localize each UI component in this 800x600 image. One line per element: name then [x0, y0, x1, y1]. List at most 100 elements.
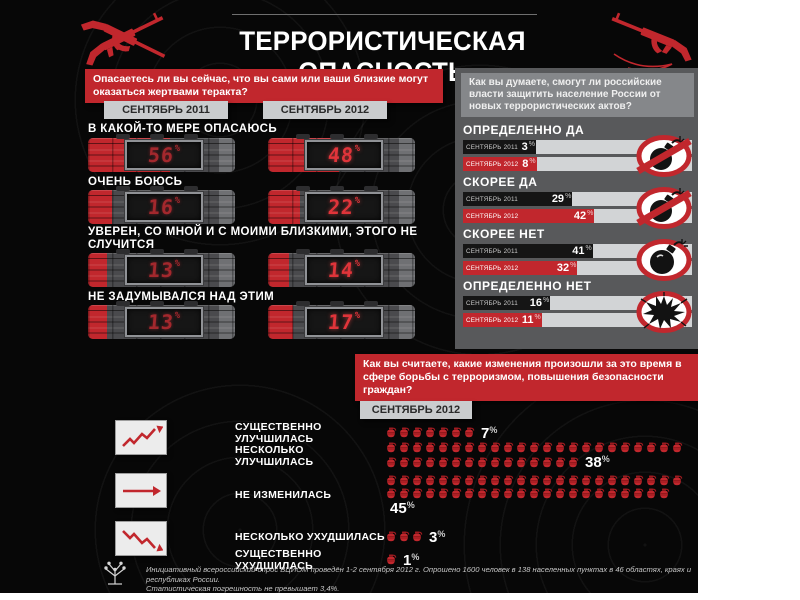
grenade-icon [647, 475, 657, 485]
vciom-logo: ВЦИОМ [92, 561, 138, 593]
footer-note-line2: Статистическая погрешность не превышает … [146, 584, 340, 593]
timer-display: 13% [125, 307, 203, 337]
no-bomb-icon [636, 187, 692, 229]
percent-sign: % [528, 141, 535, 148]
percent-sign: % [174, 311, 181, 321]
grenade-icon [543, 442, 553, 453]
bomb-timer-gauge: 22% [268, 186, 415, 224]
grenade-icon [400, 457, 410, 467]
left-question-box: Опасаетесь ли вы сейчас, что вы сами или… [85, 69, 443, 103]
grenade-icon [543, 457, 553, 467]
grenade-icon [543, 488, 553, 498]
category-label: СКОРЕЕ ДА [463, 175, 538, 189]
bomb-timer-gauge: 13% [88, 301, 235, 339]
rifle-with-sling-icon [611, 12, 692, 73]
timer-value: 13 [147, 258, 176, 282]
percent-sign: % [587, 210, 594, 217]
bar-value: 32 [556, 261, 570, 274]
grenade-icon [530, 442, 540, 453]
grenade-icon [556, 442, 566, 453]
grenade-icon [504, 488, 514, 498]
detonator-caps [116, 134, 130, 139]
grenade-icon [621, 475, 631, 485]
change-value: 38% [585, 454, 610, 471]
detonator-caps [296, 186, 310, 191]
year-label: СЕНТЯБРЬ 2011 [463, 192, 522, 206]
grenade-icon [569, 488, 579, 498]
grenade-icon [673, 442, 683, 453]
percent-sign: % [529, 158, 536, 165]
grenade-icon [543, 475, 553, 485]
grenade-icon [478, 442, 488, 453]
change-value: 45% [390, 499, 415, 517]
bar-2011: 3% [522, 140, 536, 154]
change-row: НЕСКОЛЬКО УХУДШИЛАСЬ 3% [235, 529, 698, 545]
grenade-icon [569, 442, 579, 453]
percent-sign: % [174, 259, 181, 269]
column-header-2011: СЕНТЯБРЬ 2011 [104, 101, 228, 119]
change-value: 7% [481, 424, 498, 442]
left-item-label: УВЕРЕН, СО МНОЙ И С МОИМИ БЛИЗКИМИ, ЭТОГ… [88, 226, 418, 251]
left-item-label: ОЧЕНЬ БОЮСЬ [88, 176, 183, 188]
timer-value: 14 [327, 258, 356, 282]
grenade-icon [387, 442, 397, 453]
grenade-icon [387, 554, 397, 565]
pictograph-icons: 7% [385, 424, 685, 442]
change-row: СУЩЕСТВЕННО УХУДШИЛАСЬ 1% [235, 548, 698, 572]
percent-sign: % [565, 193, 572, 200]
grenade-icon [517, 488, 527, 498]
grenade-icon [634, 442, 644, 453]
grenade-icon [595, 442, 605, 453]
trend-up-icon [115, 420, 167, 455]
grenade-icon [621, 488, 631, 498]
bar-value: 42 [573, 209, 587, 222]
percent-sign: % [534, 314, 541, 321]
grenade-icon [517, 457, 527, 467]
grenade-icon [582, 488, 592, 498]
grenade-icon [634, 488, 644, 498]
answer-category: СКОРЕЕ НЕТ СЕНТЯБРЬ 2011 41% СЕНТЯБРЬ 20… [463, 227, 692, 281]
grenade-icon [530, 475, 540, 485]
category-label: ОПРЕДЕЛЕННО ДА [463, 123, 585, 137]
detonator-caps [116, 249, 130, 254]
bar-value: 16 [529, 296, 542, 309]
footer-note: Инициативный всероссийский опрос ВЦИОМ п… [146, 565, 694, 593]
grenade-icon [634, 475, 644, 485]
year-label: СЕНТЯБРЬ 2011 [463, 244, 522, 258]
grenade-icon [491, 442, 501, 453]
grenade-icon [452, 442, 462, 453]
bar-value: 29 [551, 192, 565, 205]
grenade-icon [426, 427, 436, 438]
grenade-icon [439, 427, 449, 438]
grenade-icon [413, 427, 423, 438]
detonator-caps [296, 134, 310, 139]
percent-sign: % [601, 454, 610, 464]
grenade-icon [582, 475, 592, 485]
timer-display: 22% [305, 192, 383, 222]
bar-value: 11 [521, 313, 534, 326]
timer-value: 17 [327, 310, 356, 334]
bomb-timer-gauge: 17% [268, 301, 415, 339]
column-header-2012: СЕНТЯБРЬ 2012 [263, 101, 387, 119]
pictograph-icons: 1% [385, 552, 685, 568]
grenade-icon [647, 488, 657, 498]
answer-category: ОПРЕДЕЛЕННО ДА СЕНТЯБРЬ 2011 3% СЕНТЯБРЬ… [463, 123, 692, 177]
grenade-icon [426, 475, 436, 485]
bar-2012: 8% [522, 157, 537, 171]
grenade-icon [504, 442, 514, 453]
crossed-rifles-icon [80, 12, 166, 66]
bomb-timer-gauge: 13% [88, 249, 235, 287]
grenade-icon [426, 442, 436, 453]
detonator-caps [116, 301, 130, 306]
grenade-icon [673, 475, 683, 485]
grenade-icon [387, 531, 397, 542]
grenade-icon [569, 457, 579, 467]
grenade-icon [608, 442, 618, 453]
grenade-icon [400, 427, 410, 438]
grenade-icon [647, 442, 657, 453]
grenade-icon [608, 488, 618, 498]
grenade-icon [413, 475, 423, 485]
grenade-icon [465, 457, 475, 467]
trend-flat-icon [115, 473, 167, 508]
